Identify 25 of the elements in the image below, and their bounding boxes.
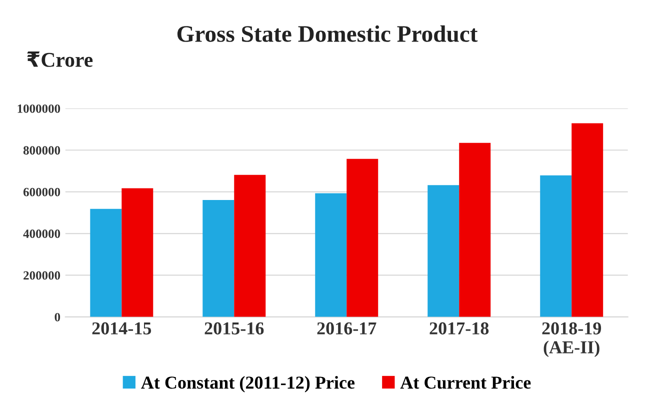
y-tick-label: 400000 [23,230,60,238]
bar [346,158,378,317]
y-tick-label: 200000 [24,271,60,280]
bar [234,174,266,317]
legend-label: At Constant (2011-12) Price [141,376,355,392]
legend-label: At Current Price [400,376,531,389]
bar [122,188,154,317]
bar [459,142,491,317]
y-tick-label: 0 [54,312,60,322]
bar [540,175,572,317]
y-tick-label: 1000000 [18,104,60,113]
x-tick-label: 2018-19 (AE-II) [542,322,602,358]
chart-title: Gross State Domestic Product [177,25,478,42]
x-tick-label: 2014-15 [92,322,152,334]
bar [90,208,122,317]
x-tick-label: 2015-16 [204,322,264,334]
x-tick-label: 2017-18 [430,322,489,334]
bar [315,193,347,317]
y-axis-title: ₹Crore [27,52,93,67]
bar [428,185,460,317]
y-tick-label: 800000 [23,146,60,155]
bar [572,123,604,317]
x-tick-label: 2016-17 [317,322,376,334]
bar [202,200,234,317]
y-tick-label: 600000 [23,188,60,196]
